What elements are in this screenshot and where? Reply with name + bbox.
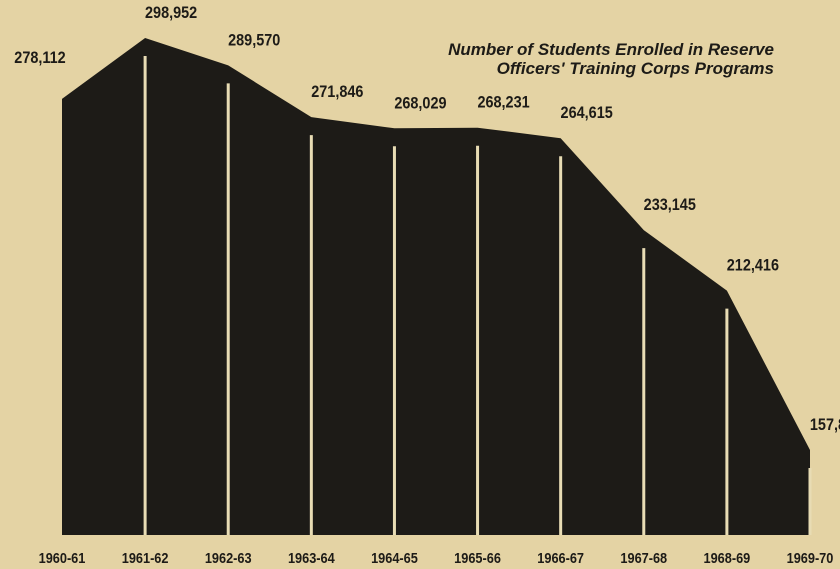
x-tick-label: 1962-63 (205, 549, 252, 566)
value-label: 268,029 (394, 94, 446, 112)
x-tick-label: 1960-61 (39, 549, 86, 566)
chart-title: Number of Students Enrolled in Reserve O… (444, 40, 774, 78)
value-label: 268,231 (477, 94, 529, 112)
x-tick-label: 1964-65 (371, 549, 418, 566)
value-label: 157,830 (810, 416, 840, 434)
value-label: 212,416 (727, 257, 779, 275)
value-label: 271,846 (311, 83, 363, 101)
x-tick-label: 1967-68 (620, 549, 667, 566)
x-tick-label: 1968-69 (704, 549, 751, 566)
value-label: 298,952 (145, 4, 197, 22)
chart: 278,112 1960-61 298,952 1961-62 289,570 1962-… (0, 0, 840, 569)
value-label: 289,570 (228, 31, 280, 49)
value-label: 233,145 (644, 196, 696, 214)
x-tick-label: 1965-66 (454, 549, 501, 566)
x-tick-label: 1966-67 (537, 549, 584, 566)
value-label: 264,615 (561, 104, 613, 122)
x-tick-label: 1963-64 (288, 549, 335, 566)
value-label: 278,112 (14, 49, 66, 67)
page: 278,112 1960-61 298,952 1961-62 289,570 1962-… (0, 0, 840, 569)
x-tick-label: 1969-70 (787, 549, 834, 566)
x-tick-label: 1961-62 (122, 549, 169, 566)
